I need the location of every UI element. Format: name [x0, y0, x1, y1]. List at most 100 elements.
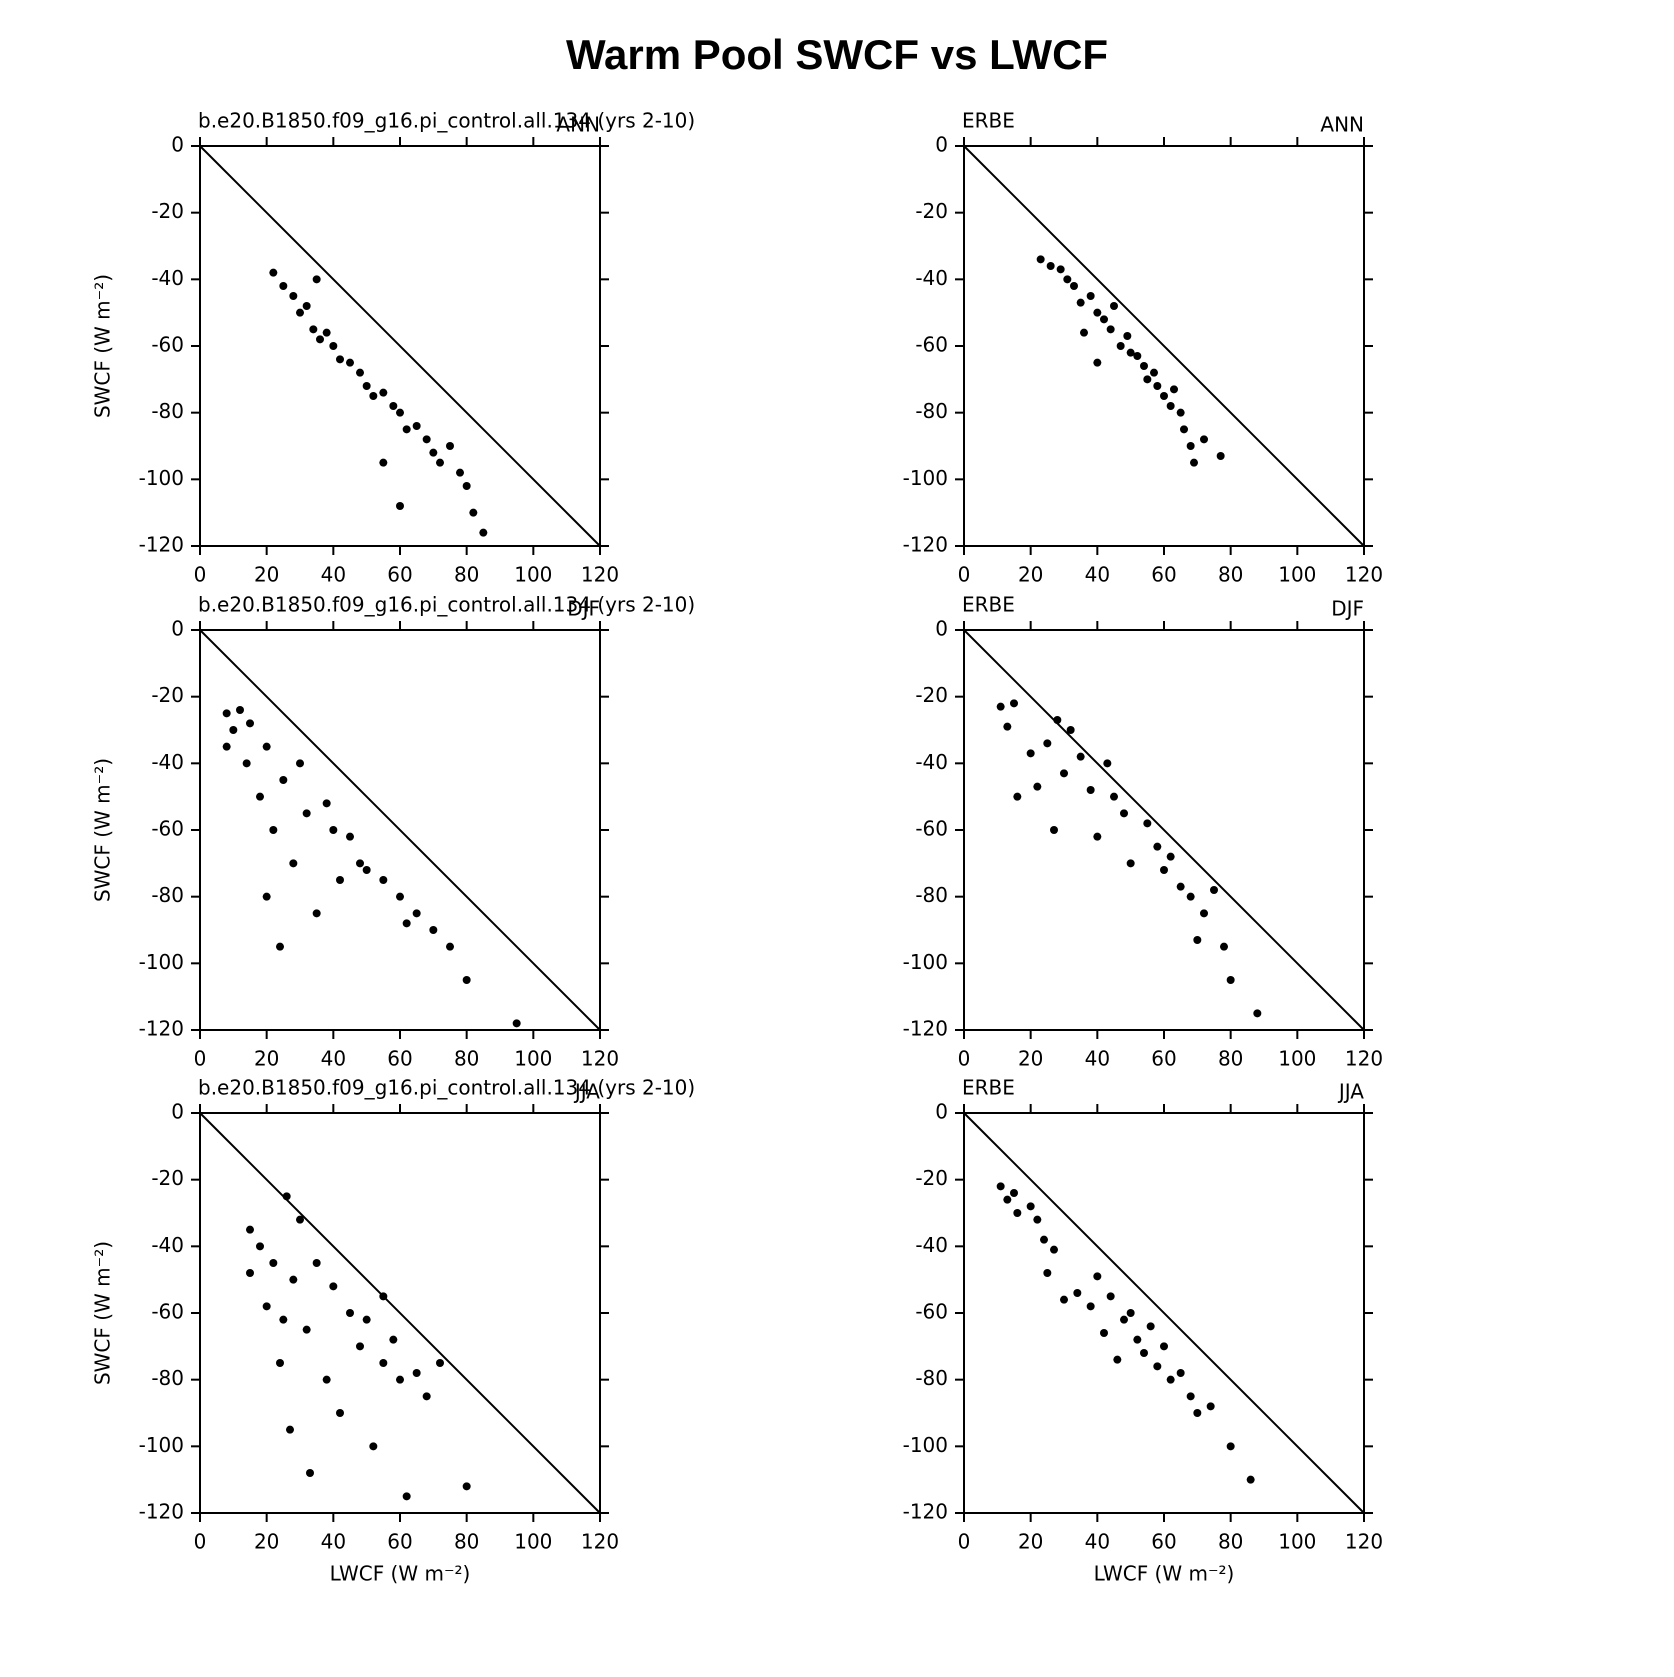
- reference-line: [963, 629, 1365, 1031]
- point: [369, 1442, 378, 1451]
- point: [1143, 375, 1152, 384]
- x-tick-label: 20: [254, 1047, 279, 1071]
- point: [1126, 859, 1135, 868]
- point: [312, 1259, 321, 1267]
- panel-title-left: ERBE: [962, 109, 1015, 133]
- point: [236, 706, 244, 714]
- point: [246, 719, 254, 728]
- x-tick-label: 20: [254, 563, 279, 587]
- point: [1043, 1269, 1052, 1277]
- point: [436, 458, 444, 467]
- point: [1063, 275, 1072, 284]
- point: [1143, 819, 1152, 828]
- point: [1110, 792, 1118, 801]
- y-tick-label: -100: [139, 950, 184, 974]
- point: [1050, 826, 1058, 834]
- panel-title-left: b.e20.B1850.f09_g16.pi_control.all.134 (…: [198, 109, 695, 133]
- point: [1046, 262, 1055, 270]
- point: [996, 702, 1005, 711]
- point: [336, 1409, 344, 1417]
- point: [1160, 866, 1168, 874]
- chart-title: Warm Pool SWCF vs LWCF: [566, 31, 1108, 78]
- x-tick-label: 80: [1218, 1530, 1243, 1554]
- x-tick-label: 40: [1085, 1047, 1110, 1071]
- panel-title-right: DJF: [1331, 597, 1364, 621]
- point: [1206, 1402, 1215, 1411]
- point: [1176, 882, 1185, 891]
- point: [456, 468, 464, 477]
- point: [1170, 385, 1178, 394]
- point: [1216, 452, 1225, 460]
- point: [1003, 722, 1012, 731]
- y-tick-label: -20: [151, 1166, 184, 1190]
- y-tick-label: -100: [903, 1433, 948, 1457]
- point: [1200, 435, 1208, 444]
- y-tick-label: -100: [139, 1433, 184, 1457]
- point: [1176, 408, 1185, 417]
- reference-line: [963, 145, 1365, 547]
- point: [296, 759, 304, 768]
- point: [1193, 1409, 1202, 1417]
- point: [1193, 936, 1202, 944]
- point: [1010, 1189, 1018, 1197]
- point: [462, 482, 471, 490]
- x-tick-label: 120: [1345, 1530, 1383, 1554]
- y-tick-label: -20: [151, 199, 184, 223]
- y-tick-label: 0: [935, 1100, 948, 1124]
- x-tick-label: 20: [1018, 1047, 1043, 1071]
- panel-title-right: ANN: [556, 113, 600, 137]
- point: [242, 759, 251, 768]
- point: [302, 1325, 311, 1334]
- x-axis-label: LWCF (W m⁻²): [330, 1562, 471, 1586]
- point: [1003, 1195, 1012, 1204]
- point: [446, 442, 454, 450]
- point: [1140, 362, 1148, 370]
- point: [362, 866, 371, 874]
- y-tick-label: -120: [139, 1017, 184, 1041]
- x-tick-label: 60: [387, 1530, 412, 1554]
- point: [302, 809, 311, 818]
- y-tick-label: -60: [151, 817, 184, 841]
- x-tick-label: 20: [1018, 563, 1043, 587]
- point: [1186, 442, 1195, 450]
- point: [329, 1282, 338, 1291]
- point: [1026, 749, 1035, 758]
- point: [1210, 886, 1218, 894]
- x-tick-label: 40: [1085, 1530, 1110, 1554]
- y-tick-label: -100: [903, 466, 948, 490]
- y-tick-label: -40: [151, 750, 184, 774]
- point: [312, 909, 321, 918]
- point: [289, 859, 298, 868]
- point: [356, 1342, 364, 1351]
- x-tick-label: 0: [958, 1047, 971, 1071]
- panel-title-left: ERBE: [962, 1076, 1015, 1100]
- point: [1153, 1362, 1162, 1371]
- point: [396, 408, 404, 417]
- y-tick-label: -120: [903, 533, 948, 557]
- x-tick-label: 0: [194, 563, 207, 587]
- point: [1166, 1375, 1175, 1384]
- point: [1086, 1302, 1095, 1311]
- y-axis-label: SWCF (W m⁻²): [91, 758, 115, 902]
- point: [379, 876, 388, 884]
- point: [402, 425, 411, 434]
- point: [1013, 792, 1022, 801]
- point: [1026, 1202, 1035, 1211]
- y-tick-label: 0: [171, 1100, 184, 1124]
- point: [1253, 1009, 1262, 1018]
- point: [1113, 1355, 1122, 1364]
- point: [279, 282, 288, 290]
- point: [1153, 842, 1162, 851]
- y-tick-label: -80: [151, 399, 184, 423]
- y-tick-label: -40: [151, 1233, 184, 1257]
- point: [322, 328, 331, 337]
- point: [1086, 292, 1095, 300]
- y-tick-label: -80: [151, 883, 184, 907]
- point: [336, 355, 344, 364]
- x-tick-label: 120: [581, 563, 619, 587]
- point: [269, 268, 278, 277]
- x-tick-label: 80: [454, 1047, 479, 1071]
- y-tick-label: 0: [935, 133, 948, 157]
- panel-title-left: ERBE: [962, 593, 1015, 617]
- point: [1100, 1329, 1108, 1337]
